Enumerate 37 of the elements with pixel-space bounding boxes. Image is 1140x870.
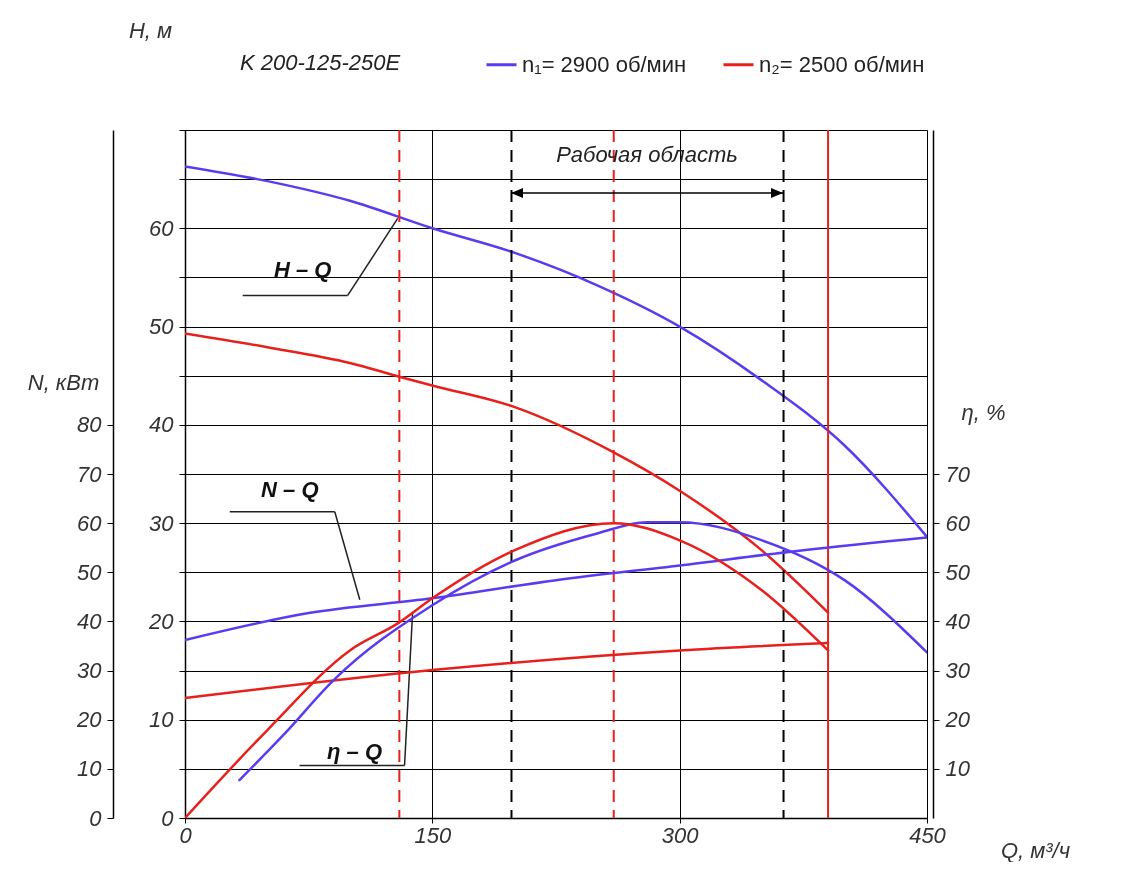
y2-tick-label: 0 [89, 805, 103, 831]
y2-tick-label: 30 [77, 658, 103, 684]
y3-tick-label: 10 [945, 756, 971, 782]
y-tick-label: 0 [161, 805, 175, 831]
y2-tick-label: 50 [77, 559, 103, 585]
y3-axis-title: η, % [961, 399, 1006, 425]
y-tick-label: 30 [149, 510, 175, 536]
x-tick-label: 0 [179, 822, 193, 848]
annotation: N – Q [261, 476, 319, 502]
y3-tick-label: 50 [945, 559, 971, 585]
y2-axis-title: N, кВт [27, 369, 100, 395]
y2-tick-label: 40 [77, 608, 103, 634]
y2-tick-label: 80 [77, 412, 103, 438]
y3-tick-label: 70 [945, 461, 971, 487]
x-tick-label: 300 [661, 822, 700, 848]
y-axis-title: H, м [128, 17, 173, 43]
legend-label: n₁= 2900 об/мин [522, 51, 687, 77]
y-tick-label: 20 [148, 608, 175, 634]
legend-label: n₂= 2500 об/мин [759, 51, 925, 77]
annotation: H – Q [273, 257, 332, 283]
y2-tick-label: 70 [77, 461, 103, 487]
y2-tick-label: 20 [76, 707, 103, 733]
y-tick-label: 50 [149, 314, 175, 340]
chart-title: K 200-125-250E [240, 50, 401, 75]
y2-tick-label: 10 [77, 756, 103, 782]
y-tick-label: 60 [149, 215, 175, 241]
y3-tick-label: 60 [945, 510, 971, 536]
x-tick-label: 450 [909, 822, 947, 848]
annotation: η – Q [327, 738, 383, 764]
x-tick-label: 150 [414, 822, 452, 848]
y2-tick-label: 60 [77, 510, 103, 536]
x-axis-title: Q, м³/ч [1000, 837, 1071, 863]
y3-tick-label: 30 [945, 658, 971, 684]
y-tick-label: 40 [149, 412, 175, 438]
y-tick-label: 10 [149, 707, 175, 733]
y3-tick-label: 40 [945, 608, 971, 634]
y3-tick-label: 20 [944, 707, 971, 733]
